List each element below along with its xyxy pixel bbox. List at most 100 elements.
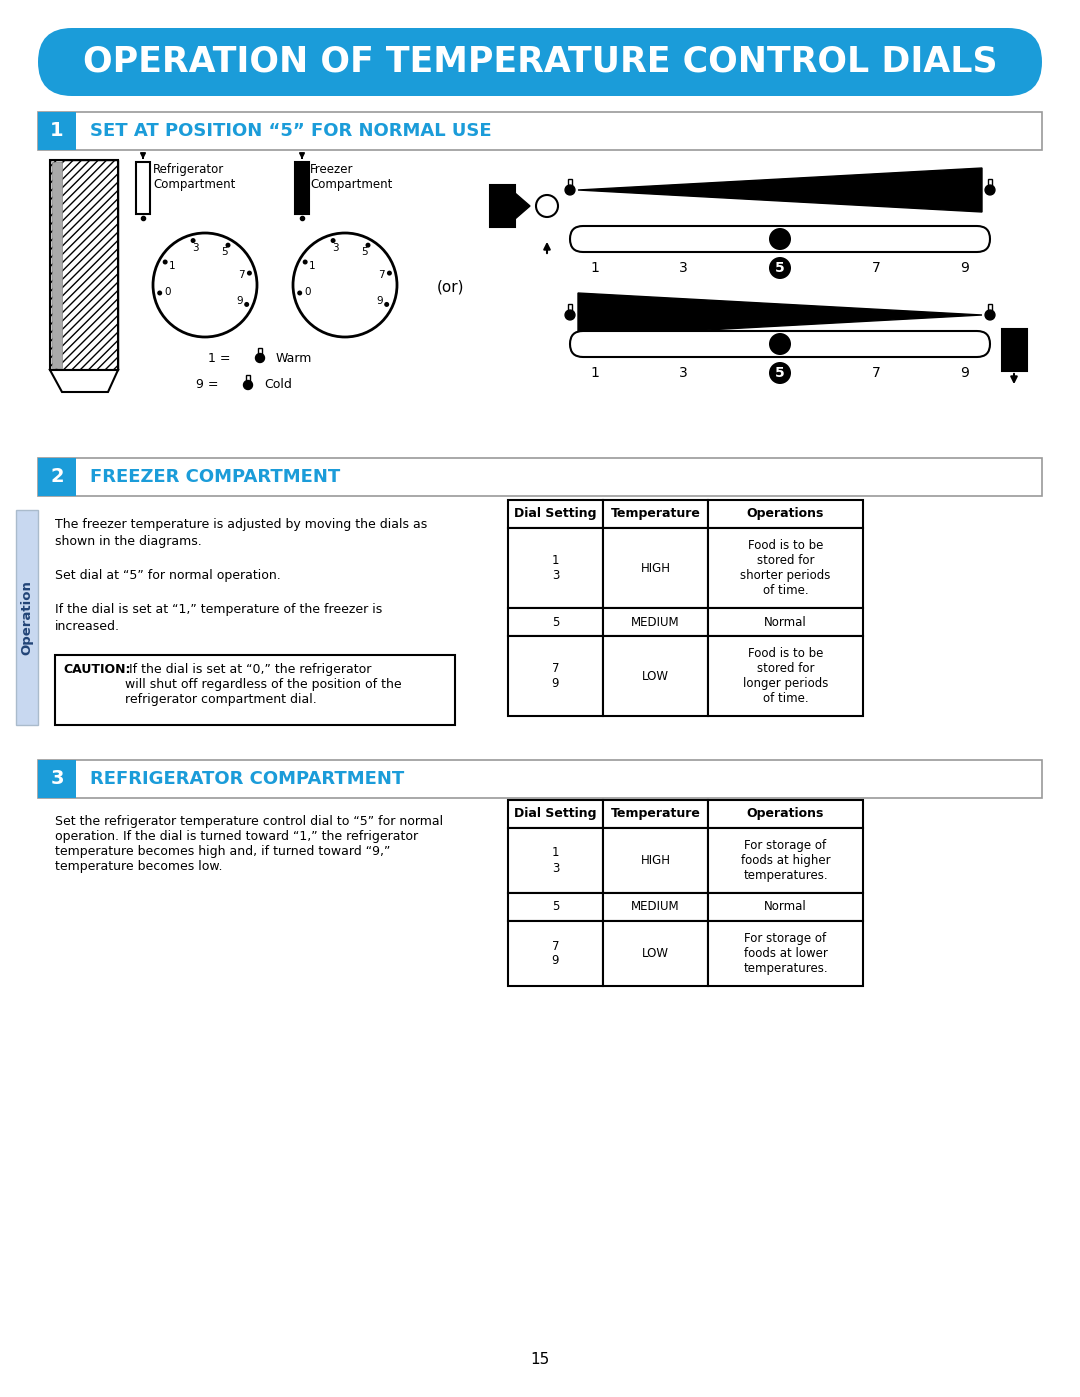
Bar: [708, 828, 863, 893]
Bar: [508, 500, 603, 528]
Bar: [1002, 330, 1027, 372]
Text: 7: 7: [873, 366, 881, 380]
Text: 1
3: 1 3: [552, 847, 559, 875]
Text: Warm: Warm: [276, 352, 312, 365]
Bar: [55, 655, 455, 725]
Bar: [708, 528, 863, 608]
Bar: [136, 162, 150, 214]
Text: Temperature: Temperature: [610, 807, 701, 820]
Bar: [568, 179, 572, 191]
Text: If the dial is set at “1,” temperature of the freezer is: If the dial is set at “1,” temperature o…: [55, 604, 382, 616]
Bar: [988, 305, 993, 317]
Text: LOW: LOW: [642, 669, 669, 683]
Circle shape: [769, 257, 791, 279]
Bar: [603, 528, 708, 608]
Circle shape: [565, 184, 575, 196]
Text: 9: 9: [237, 296, 243, 306]
Text: 1: 1: [50, 122, 64, 141]
Circle shape: [769, 228, 791, 250]
Text: 1: 1: [168, 261, 175, 271]
Bar: [258, 348, 262, 360]
Text: 3: 3: [192, 243, 199, 253]
Circle shape: [365, 243, 370, 247]
Circle shape: [985, 310, 995, 320]
Text: 3: 3: [679, 366, 688, 380]
Polygon shape: [515, 193, 530, 219]
Circle shape: [293, 233, 397, 337]
Text: Normal: Normal: [765, 616, 807, 629]
Text: If the dial is set at “9,” temperature of the freezer is decreased.: If the dial is set at “9,” temperature o…: [55, 654, 456, 666]
Text: If the dial is set at “0,” the refrigerator
will shut off regardless of the posi: If the dial is set at “0,” the refrigera…: [125, 664, 402, 705]
Text: Operation: Operation: [21, 580, 33, 655]
Text: Cold: Cold: [264, 379, 292, 391]
FancyBboxPatch shape: [570, 226, 990, 251]
Bar: [708, 800, 863, 828]
Text: MEDIUM: MEDIUM: [631, 616, 679, 629]
Text: Food is to be
stored for
longer periods
of time.: Food is to be stored for longer periods …: [743, 647, 828, 705]
Text: For storage of
foods at lower
temperatures.: For storage of foods at lower temperatur…: [743, 932, 827, 975]
Text: 3: 3: [51, 770, 64, 788]
Text: CAUTION:: CAUTION:: [63, 664, 131, 676]
Text: HIGH: HIGH: [640, 562, 671, 574]
Text: shown in the diagrams.: shown in the diagrams.: [55, 535, 202, 548]
Circle shape: [158, 291, 162, 296]
Bar: [603, 608, 708, 636]
Text: Food is to be
stored for
shorter periods
of time.: Food is to be stored for shorter periods…: [740, 539, 831, 597]
Text: Freezer
Compartment: Freezer Compartment: [310, 163, 392, 191]
Text: 7: 7: [873, 261, 881, 275]
Text: 9: 9: [376, 296, 382, 306]
Bar: [708, 636, 863, 717]
Text: 9 =: 9 =: [195, 379, 218, 391]
Text: Refrigerator
Compartment: Refrigerator Compartment: [153, 163, 235, 191]
Text: 5: 5: [552, 901, 559, 914]
Text: 7
9: 7 9: [552, 662, 559, 690]
Text: 7
9: 7 9: [552, 940, 559, 968]
Bar: [38, 112, 1042, 149]
Bar: [603, 500, 708, 528]
FancyBboxPatch shape: [38, 28, 1042, 96]
Text: FREEZER COMPARTMENT: FREEZER COMPARTMENT: [90, 468, 340, 486]
Text: 15: 15: [530, 1352, 550, 1368]
Circle shape: [243, 380, 253, 390]
Bar: [708, 608, 863, 636]
Text: 5: 5: [775, 261, 785, 275]
Bar: [38, 112, 76, 149]
Bar: [603, 828, 708, 893]
Text: Dial Setting: Dial Setting: [514, 807, 597, 820]
Circle shape: [190, 237, 195, 243]
Circle shape: [256, 353, 265, 362]
Circle shape: [302, 260, 308, 264]
Text: Set the refrigerator temperature control dial to “5” for normal
operation. If th: Set the refrigerator temperature control…: [55, 814, 443, 873]
Text: 5: 5: [775, 366, 785, 380]
Polygon shape: [578, 168, 982, 212]
Circle shape: [387, 271, 392, 275]
Circle shape: [384, 302, 389, 307]
Circle shape: [163, 260, 167, 264]
Text: 5: 5: [552, 616, 559, 629]
Text: OPERATION OF TEMPERATURE CONTROL DIALS: OPERATION OF TEMPERATURE CONTROL DIALS: [83, 45, 997, 80]
Text: 2: 2: [50, 468, 64, 486]
Circle shape: [226, 243, 230, 247]
Bar: [52, 162, 62, 367]
Bar: [568, 305, 572, 317]
Circle shape: [330, 237, 336, 243]
Bar: [708, 500, 863, 528]
Text: The freezer temperature is adjusted by moving the dials as: The freezer temperature is adjusted by m…: [55, 518, 428, 531]
Circle shape: [769, 362, 791, 384]
Bar: [16, 510, 38, 725]
Bar: [38, 458, 1042, 496]
Text: Temperature: Temperature: [610, 507, 701, 521]
Circle shape: [297, 291, 302, 296]
Text: increased.: increased.: [55, 620, 120, 633]
Bar: [38, 760, 76, 798]
Bar: [490, 184, 515, 226]
Text: 1: 1: [309, 261, 315, 271]
Text: 3: 3: [332, 243, 338, 253]
Text: For storage of
foods at higher
temperatures.: For storage of foods at higher temperatu…: [741, 840, 831, 882]
Bar: [508, 636, 603, 717]
Bar: [50, 161, 118, 370]
Circle shape: [153, 233, 257, 337]
Text: Dial Setting: Dial Setting: [514, 507, 597, 521]
Text: HIGH: HIGH: [640, 854, 671, 868]
Text: 1
3: 1 3: [552, 555, 559, 583]
